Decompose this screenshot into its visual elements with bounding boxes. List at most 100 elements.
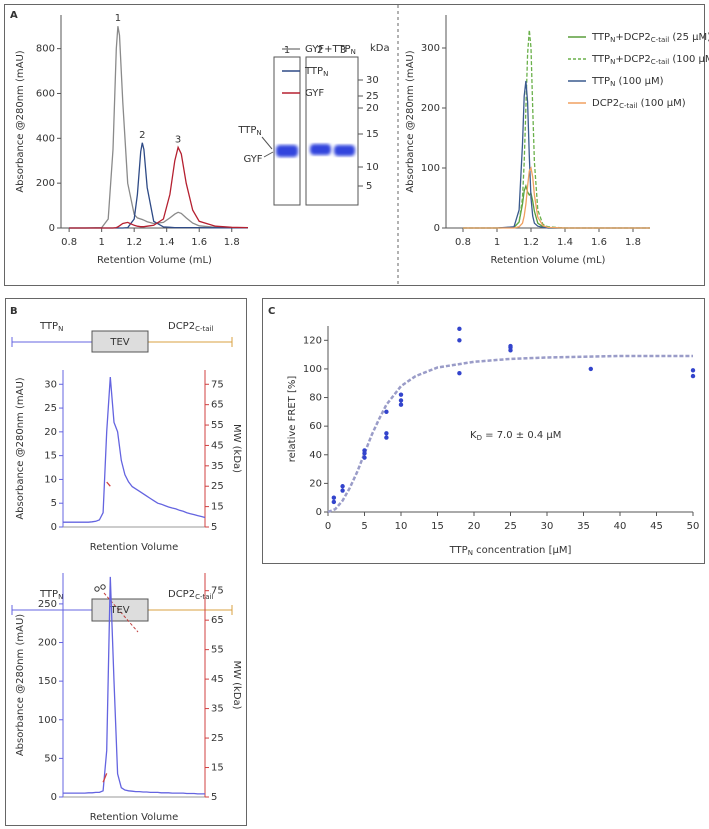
series-line: [102, 773, 108, 783]
x-tick-label: 1.2: [126, 237, 142, 248]
annotation-part: = 7.0 ± 0.4 µM: [482, 430, 561, 441]
y-tick-label: 15: [44, 451, 57, 462]
legend-label-part: TTP: [591, 32, 610, 43]
x-tick-label: 1.4: [159, 237, 175, 248]
y2-tick-label: 75: [211, 379, 224, 390]
x-tick-label: 45: [650, 521, 663, 532]
marker-label: 30: [366, 75, 379, 86]
y-tick-label: 250: [38, 599, 57, 610]
legend-label-part: N: [610, 80, 615, 88]
y2-tick-label: 65: [211, 400, 224, 411]
y-tick-label: 30: [44, 379, 57, 390]
legend-label-part: (25 µM): [669, 32, 709, 43]
y2-tick-label: 25: [211, 733, 224, 744]
y-tick-label: 80: [309, 393, 322, 404]
construct-right: DCP2C-tail: [168, 321, 213, 333]
construct-left: TTPN: [39, 321, 63, 333]
construct-right-part: C-tail: [195, 593, 213, 601]
legend-label-part: N: [610, 58, 615, 66]
panel-a-frame: [4, 4, 705, 286]
construct-protease: TEV: [109, 337, 129, 348]
construct-left-part: N: [58, 325, 63, 333]
point: [362, 448, 367, 453]
y2-tick-label: 65: [211, 615, 224, 626]
x-tick-label: 20: [468, 521, 481, 532]
panel-label: A: [10, 10, 18, 21]
point: [690, 368, 696, 373]
x-axis-label-part: concentration [µM]: [473, 545, 572, 556]
series-line: [69, 26, 249, 229]
legend-label-part: C-tail: [651, 36, 669, 44]
construct-line: [148, 605, 233, 615]
point: [340, 484, 345, 489]
x-tick-label: 1.6: [191, 237, 207, 248]
legend-label-part: C-tail: [651, 58, 669, 66]
y-tick-label: 0: [316, 507, 322, 518]
y2-tick-label: 5: [211, 792, 217, 803]
construct-left-part: TTP: [39, 589, 58, 600]
y-axis-label: Absorbance @280nm (mAU): [15, 50, 26, 192]
construct-left-part: TTP: [39, 321, 58, 332]
series-line: [463, 80, 650, 229]
series-line: [63, 377, 206, 523]
series-line: [463, 166, 650, 229]
marker-label: 20: [366, 103, 379, 114]
x-tick-label: 1.8: [625, 237, 641, 248]
band-label-part: TTP: [237, 125, 256, 136]
panel-c-frame: [262, 298, 705, 564]
y2-tick-label: 55: [211, 645, 224, 656]
y-axis-label: Absorbance @280nm (mAU): [405, 50, 416, 192]
legend-label-part: +DCP2: [615, 54, 650, 65]
legend-label-part: N: [610, 36, 615, 44]
gel-unit: kDa: [370, 43, 390, 54]
legend-label: TTPN: [304, 66, 328, 78]
x-tick-label: 0: [325, 521, 331, 532]
y2-tick-label: 15: [211, 502, 224, 513]
x-tick-label: 1: [98, 237, 104, 248]
annotation-part: D: [477, 434, 482, 442]
x-axis-label-part: N: [468, 549, 473, 557]
x-tick-label: 1.4: [557, 237, 573, 248]
point: [398, 398, 404, 403]
point: [508, 343, 513, 349]
band-label-part: N: [256, 129, 261, 137]
legend-label-part: (100 µM): [637, 98, 685, 109]
x-tick-label: 0.8: [61, 237, 77, 248]
legend-label-part: (100 µM): [615, 76, 663, 87]
band-label: GYF: [243, 154, 262, 165]
series-line: [463, 29, 650, 229]
y-tick-label: 200: [36, 178, 55, 189]
legend-label-part: TTP: [591, 54, 610, 65]
y2-tick-label: 55: [211, 420, 224, 431]
lane-label: 1: [284, 45, 290, 56]
legend-label: TTPN+DCP2C-tail (25 µM): [591, 32, 709, 44]
marker-label: 15: [366, 129, 379, 140]
y2-axis-label: MW (kDa): [231, 424, 242, 473]
point: [398, 392, 404, 397]
series-line: [69, 145, 249, 229]
marker-label: 10: [366, 162, 379, 173]
point: [384, 431, 389, 436]
y-tick-label: 10: [44, 474, 57, 485]
x-tick-label: 1.6: [591, 237, 607, 248]
y2-tick-label: 35: [211, 704, 224, 715]
point: [331, 499, 337, 505]
legend-label: GYF: [305, 88, 324, 99]
y2-tick-label: 5: [211, 522, 217, 533]
x-tick-label: 50: [687, 521, 700, 532]
y-axis-label: Absorbance @280nm (mAU): [15, 614, 26, 756]
y-tick-label: 20: [309, 478, 322, 489]
scissors: [94, 586, 100, 592]
y2-tick-label: 45: [211, 440, 224, 451]
y-tick-label: 20: [44, 427, 57, 438]
construct-right-part: DCP2: [168, 589, 195, 600]
gel-lane: [305, 56, 359, 206]
y-tick-label: 40: [309, 450, 322, 461]
lane-label: 2: [317, 45, 323, 56]
x-tick-label: 1.2: [523, 237, 539, 248]
y2-tick-label: 45: [211, 674, 224, 685]
point: [457, 371, 462, 376]
x-axis-label: Retention Volume (mL): [97, 255, 212, 266]
construct-right-part: DCP2: [168, 321, 195, 332]
y-tick-label: 25: [44, 403, 57, 414]
